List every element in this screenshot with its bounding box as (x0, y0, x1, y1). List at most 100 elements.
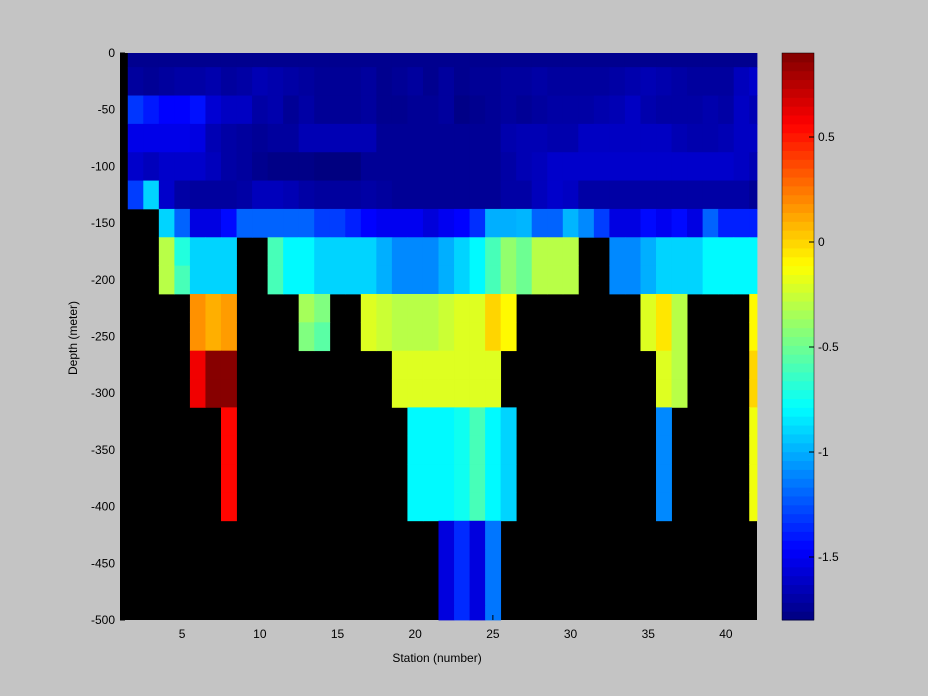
heatmap-cell (345, 123, 362, 153)
heatmap-cell (671, 208, 688, 238)
heatmap-cell (733, 95, 750, 125)
heatmap-cell (158, 152, 175, 181)
heatmap-cell (687, 265, 704, 295)
heatmap-cell (314, 152, 331, 181)
colorbar-segment (782, 371, 814, 382)
heatmap-cell (143, 95, 160, 125)
heatmap-cell (438, 180, 455, 210)
heatmap-cell (345, 265, 362, 295)
heatmap-cell (749, 265, 758, 295)
heatmap-cell (422, 407, 439, 437)
heatmap-cell (127, 152, 144, 181)
colorbar-tick-label: -1.5 (818, 550, 839, 564)
heatmap-cell (469, 407, 486, 437)
heatmap-cell (360, 152, 377, 181)
heatmap-cell (671, 95, 688, 125)
heatmap-cell (718, 123, 735, 153)
heatmap-cell (391, 379, 408, 408)
heatmap-cell (687, 152, 704, 181)
heatmap-cell (593, 67, 610, 96)
heatmap-cell (391, 152, 408, 181)
colorbar-segment (782, 380, 814, 391)
heatmap-cell (205, 95, 222, 125)
heatmap-cell (547, 67, 564, 96)
heatmap-cell (702, 180, 719, 210)
colorbar-segment (782, 115, 814, 125)
colorbar-segment (782, 336, 814, 346)
heatmap-cell (749, 379, 758, 408)
colorbar-segment (782, 221, 814, 231)
heatmap-cell (438, 549, 455, 578)
heatmap-cell (252, 123, 268, 153)
heatmap-cell (562, 123, 579, 153)
heatmap-cell (422, 180, 439, 210)
heatmap-cell (485, 293, 502, 323)
heatmap-cell (454, 237, 470, 267)
heatmap-cell (360, 67, 377, 96)
heatmap-cell (205, 152, 222, 181)
heatmap-cell (220, 293, 237, 323)
heatmap-cell (220, 435, 237, 465)
heatmap-cell (469, 67, 486, 96)
heatmap-cell (640, 123, 657, 153)
heatmap-cell (562, 237, 579, 267)
heatmap-cell (733, 265, 750, 295)
colorbar-segment (782, 478, 814, 488)
heatmap-cell (329, 208, 346, 238)
heatmap-cell (376, 152, 393, 181)
heatmap-cell (422, 123, 439, 153)
heatmap-cell (391, 67, 408, 96)
colorbar-segment (782, 274, 814, 284)
heatmap-cell (438, 492, 455, 522)
heatmap-cell (345, 180, 362, 210)
heatmap-cell (718, 237, 735, 267)
heatmap-cell (376, 67, 393, 96)
heatmap-cell (671, 379, 688, 408)
heatmap-cell (469, 322, 486, 352)
heatmap-cell (345, 237, 362, 267)
heatmap-cell (158, 208, 175, 238)
heatmap-cell (360, 208, 377, 238)
colorbar-segment (782, 504, 814, 515)
heatmap-cell (547, 152, 564, 181)
colorbar-tick-label: 0 (818, 235, 825, 249)
heatmap-cell (547, 180, 564, 210)
colorbar-segment (782, 513, 814, 524)
colorbar-segment (782, 327, 814, 337)
colorbar-segment (782, 398, 814, 408)
heatmap-cell (640, 67, 657, 96)
colorbar-segment (782, 557, 814, 568)
heatmap-cell (640, 95, 657, 125)
colorbar-segment (782, 389, 814, 400)
heatmap-cell (189, 208, 206, 238)
colorbar-segment (782, 318, 814, 329)
heatmap-cell (189, 152, 206, 181)
heatmap-cell (438, 152, 455, 181)
heatmap-cell (749, 123, 758, 153)
heatmap-cell (422, 322, 439, 352)
colorbar-segment (782, 531, 814, 541)
colorbar-segment (782, 442, 814, 453)
heatmap-cell (749, 53, 758, 68)
heatmap-cell (469, 605, 486, 621)
heatmap-cell (189, 350, 206, 380)
heatmap-cell (220, 95, 237, 125)
heatmap-cell (127, 95, 144, 125)
heatmap-cell (360, 293, 377, 323)
heatmap-cell (500, 464, 517, 493)
heatmap-cell (656, 350, 672, 380)
heatmap-cell (158, 237, 175, 267)
heatmap-cell (422, 492, 439, 522)
heatmap-cell (702, 237, 719, 267)
colorbar-segment (782, 566, 814, 577)
colorbar: 0.5 0 -0.5 -1 -1.5 (781, 52, 839, 621)
heatmap-cell (422, 152, 439, 181)
heatmap-cell (189, 379, 206, 408)
heatmap-cell (376, 95, 393, 125)
colorbar-segment (782, 61, 814, 72)
heatmap-cell (702, 265, 719, 295)
heatmap-cell (562, 208, 579, 238)
y-tick-label: -300 (91, 386, 115, 400)
heatmap-cell (485, 407, 502, 437)
heatmap-cell (267, 208, 284, 238)
